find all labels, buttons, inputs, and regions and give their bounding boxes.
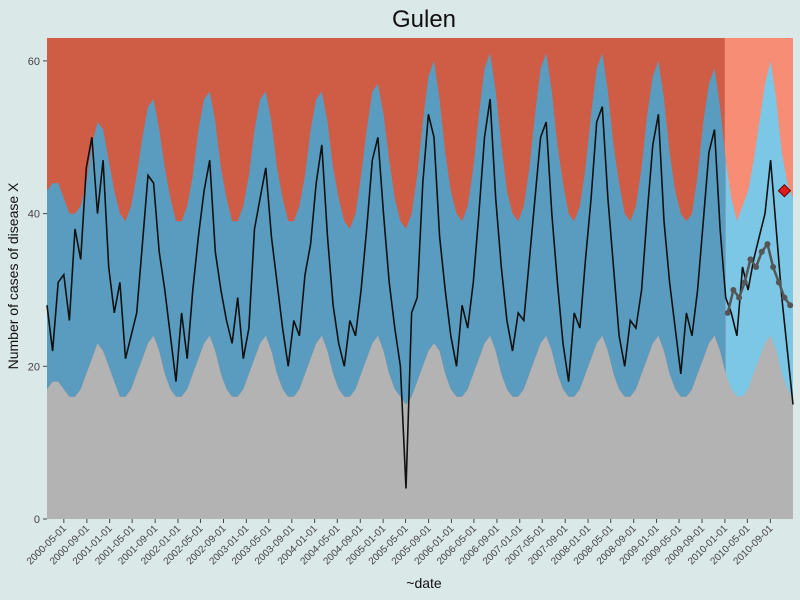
data-points bbox=[724, 183, 794, 316]
chart-title: Gulen bbox=[392, 6, 456, 33]
observation-point bbox=[747, 256, 754, 263]
y-axis-label: Number of cases of disease X bbox=[5, 182, 21, 369]
observation-point bbox=[753, 264, 760, 271]
cases-line bbox=[46, 98, 794, 489]
observation-point bbox=[730, 286, 737, 293]
y-axis: 0 20 40 60 bbox=[28, 56, 47, 526]
forecast-threshold-band bbox=[725, 60, 793, 397]
y-tick-label: 60 bbox=[28, 56, 40, 68]
highlight-marker bbox=[777, 183, 792, 198]
observation-point bbox=[775, 279, 782, 286]
threshold-bands bbox=[47, 38, 793, 519]
observation-point bbox=[781, 294, 788, 301]
observation-point bbox=[736, 294, 743, 301]
observation-point bbox=[770, 264, 777, 271]
x-axis: 2000-05-012000-09-012001-01-012001-05-01… bbox=[25, 519, 776, 567]
observation-point bbox=[758, 248, 765, 255]
y-tick-label: 40 bbox=[28, 209, 40, 221]
x-axis-label: ~date bbox=[406, 575, 442, 591]
y-tick-label: 20 bbox=[28, 361, 40, 373]
threshold-band bbox=[47, 53, 726, 405]
observation-point bbox=[787, 302, 794, 309]
observation-point bbox=[741, 279, 748, 286]
y-tick-label: 0 bbox=[34, 514, 40, 526]
plot-area bbox=[46, 38, 794, 519]
observation-point bbox=[724, 309, 731, 316]
observation-point bbox=[764, 241, 771, 248]
lower-band bbox=[47, 335, 793, 519]
